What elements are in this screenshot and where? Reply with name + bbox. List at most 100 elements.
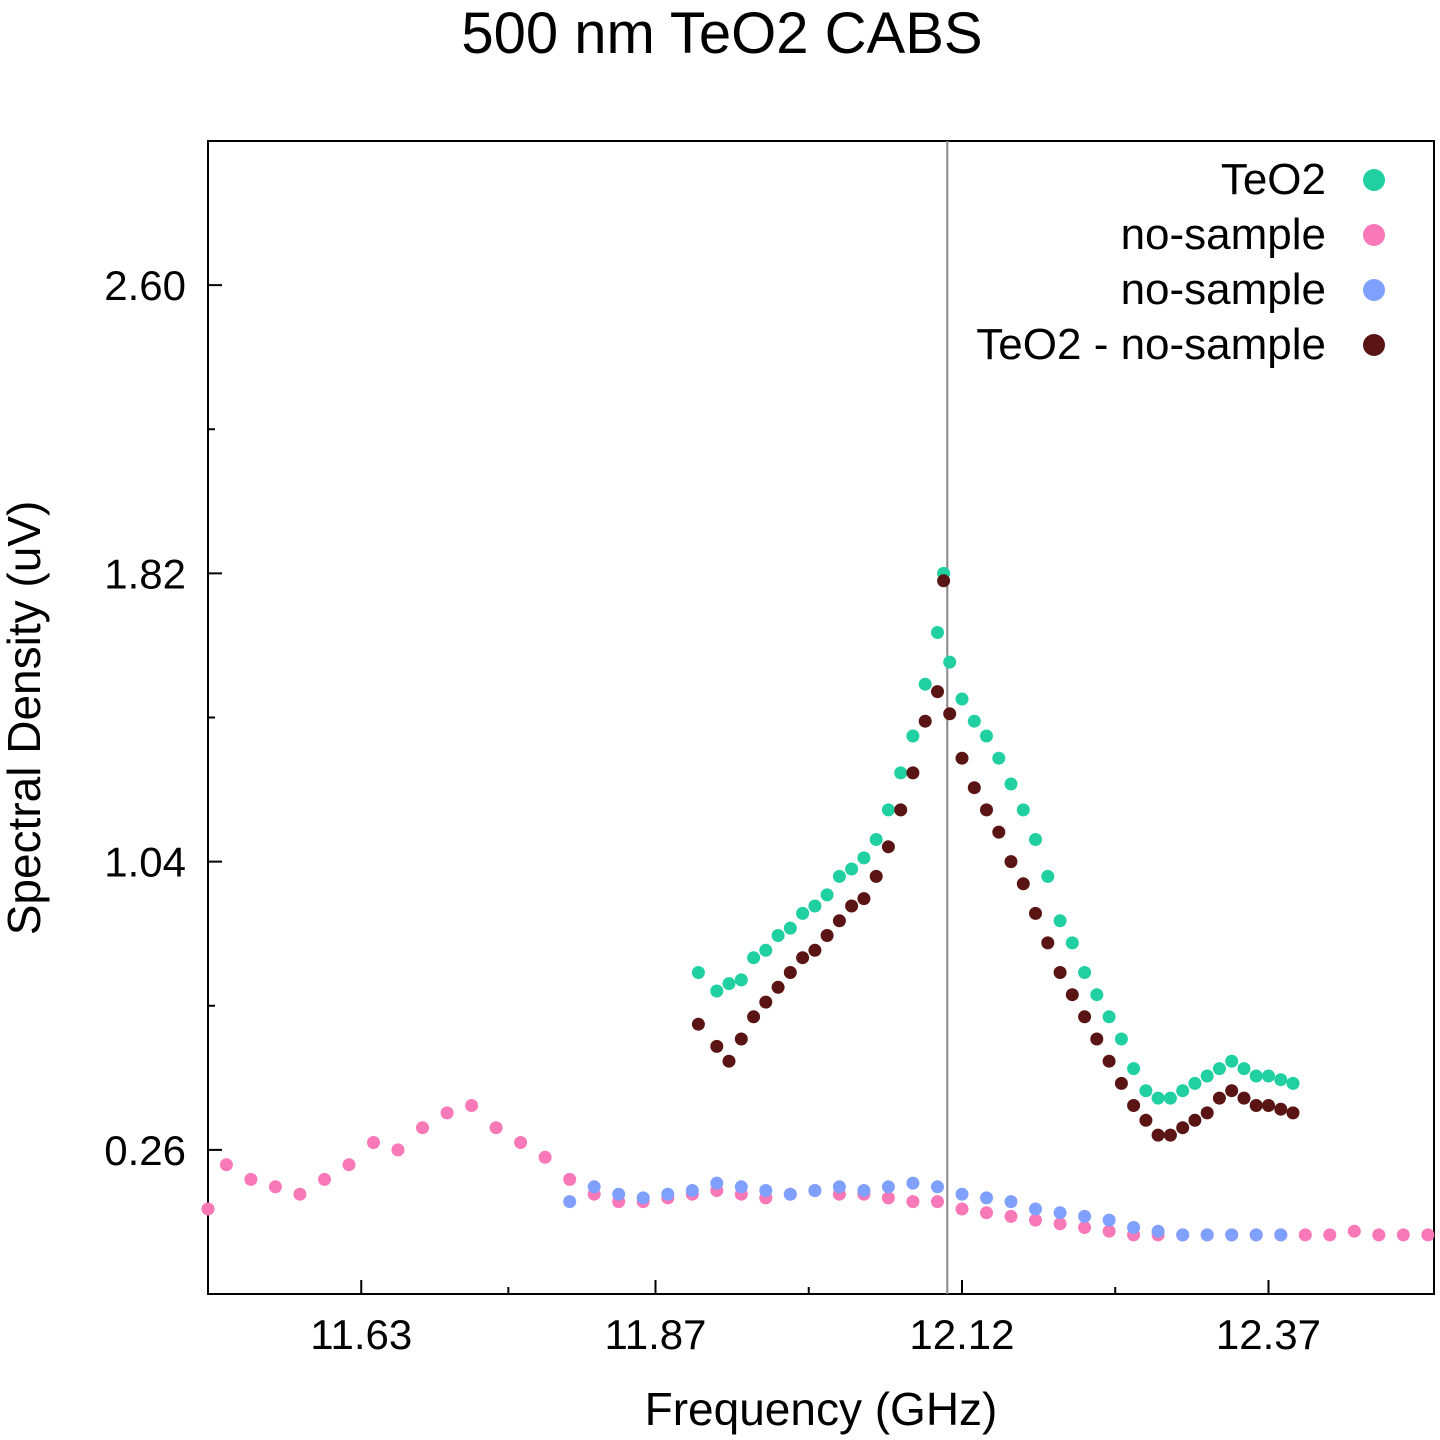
data-point bbox=[1323, 1228, 1337, 1242]
data-point bbox=[1029, 833, 1042, 846]
data-point bbox=[587, 1180, 601, 1194]
data-point bbox=[1016, 803, 1030, 817]
data-point bbox=[1114, 1076, 1128, 1090]
data-point bbox=[1053, 914, 1067, 928]
data-point bbox=[1249, 1099, 1263, 1112]
data-point bbox=[832, 869, 846, 883]
data-point bbox=[1102, 1224, 1116, 1238]
data-point bbox=[1274, 1228, 1288, 1242]
data-point bbox=[869, 833, 883, 846]
data-point bbox=[1262, 1069, 1275, 1083]
data-point bbox=[1127, 1099, 1141, 1112]
data-point bbox=[1163, 1128, 1177, 1142]
data-point bbox=[1225, 1228, 1239, 1242]
data-point bbox=[759, 943, 773, 957]
data-point bbox=[1176, 1121, 1190, 1135]
data-point bbox=[1151, 1128, 1165, 1142]
data-point bbox=[722, 977, 736, 991]
data-point bbox=[955, 1187, 969, 1201]
data-point bbox=[783, 921, 797, 935]
data-point bbox=[1249, 1069, 1263, 1083]
data-point bbox=[918, 714, 932, 728]
data-point bbox=[747, 1010, 761, 1024]
data-point bbox=[1151, 1091, 1165, 1105]
data-point bbox=[710, 984, 724, 998]
data-point bbox=[796, 951, 810, 965]
data-point bbox=[465, 1099, 479, 1112]
data-point bbox=[489, 1121, 503, 1135]
legend-label: TeO2 - no-sample bbox=[976, 320, 1326, 369]
data-point bbox=[1004, 1209, 1018, 1223]
data-point bbox=[820, 888, 834, 902]
data-point bbox=[367, 1136, 380, 1149]
data-point bbox=[691, 1017, 705, 1031]
data-point bbox=[201, 1202, 215, 1216]
data-point bbox=[1200, 1106, 1214, 1120]
data-point bbox=[820, 929, 834, 942]
data-point bbox=[980, 1206, 993, 1220]
data-point bbox=[661, 1187, 675, 1201]
y-tick-label: 1.82 bbox=[104, 550, 186, 597]
data-point bbox=[1102, 1213, 1116, 1227]
data-point bbox=[1090, 1032, 1104, 1046]
data-point bbox=[1102, 1010, 1116, 1024]
data-point bbox=[980, 1191, 993, 1205]
data-point bbox=[1053, 966, 1067, 979]
series-3 bbox=[691, 574, 1300, 1142]
data-point bbox=[918, 677, 932, 691]
legend-marker bbox=[1363, 334, 1385, 356]
data-point bbox=[1212, 1062, 1226, 1076]
data-point bbox=[1102, 1054, 1116, 1068]
x-axis-label: Frequency (GHz) bbox=[645, 1383, 998, 1435]
data-point bbox=[1029, 1202, 1042, 1216]
data-point bbox=[1004, 1195, 1018, 1209]
data-point bbox=[808, 1184, 822, 1197]
data-point bbox=[992, 751, 1006, 765]
data-point bbox=[747, 951, 761, 965]
data-point bbox=[783, 1187, 797, 1201]
legend-label: TeO2 bbox=[1221, 155, 1326, 204]
y-axis-label: Spectral Density (uV) bbox=[0, 501, 50, 936]
data-point bbox=[857, 851, 871, 865]
data-point bbox=[857, 1184, 871, 1197]
data-point bbox=[1078, 1209, 1092, 1223]
data-point bbox=[416, 1121, 429, 1135]
data-point bbox=[771, 929, 785, 942]
legend-label: no-sample bbox=[1121, 210, 1326, 259]
data-point bbox=[906, 1195, 920, 1209]
data-point bbox=[1065, 936, 1079, 950]
data-point bbox=[710, 1176, 724, 1190]
axis-ticks: 11.63 11.87 12.12 12.37 0.26 1.04 1.82 2.60 bbox=[104, 262, 1321, 1358]
data-point bbox=[1237, 1091, 1251, 1105]
data-point bbox=[1114, 1032, 1128, 1046]
data-point bbox=[1078, 1010, 1092, 1024]
data-point bbox=[906, 1176, 920, 1190]
data-point bbox=[832, 1180, 846, 1194]
data-point bbox=[857, 892, 871, 906]
data-point bbox=[722, 1054, 736, 1068]
chart-title: 500 nm TeO2 CABS bbox=[461, 1, 982, 66]
data-point bbox=[1225, 1054, 1239, 1068]
data-point bbox=[538, 1150, 552, 1164]
data-point bbox=[734, 973, 748, 987]
data-point bbox=[1029, 1213, 1042, 1227]
data-point bbox=[268, 1180, 282, 1194]
data-point bbox=[1041, 936, 1055, 950]
data-point bbox=[1176, 1084, 1190, 1098]
y-tick-label: 0.26 bbox=[104, 1127, 186, 1174]
data-point bbox=[636, 1191, 650, 1205]
data-point bbox=[1176, 1228, 1190, 1242]
data-point bbox=[1016, 877, 1030, 891]
data-point bbox=[685, 1184, 699, 1197]
data-point bbox=[1200, 1228, 1214, 1242]
data-point bbox=[318, 1172, 331, 1186]
data-point bbox=[1274, 1073, 1288, 1087]
data-point bbox=[808, 943, 822, 957]
data-point bbox=[1286, 1076, 1300, 1090]
data-point bbox=[1004, 777, 1018, 791]
data-point bbox=[759, 1184, 773, 1197]
data-point bbox=[1139, 1084, 1153, 1098]
data-point bbox=[1139, 1113, 1153, 1127]
data-point bbox=[771, 980, 785, 994]
